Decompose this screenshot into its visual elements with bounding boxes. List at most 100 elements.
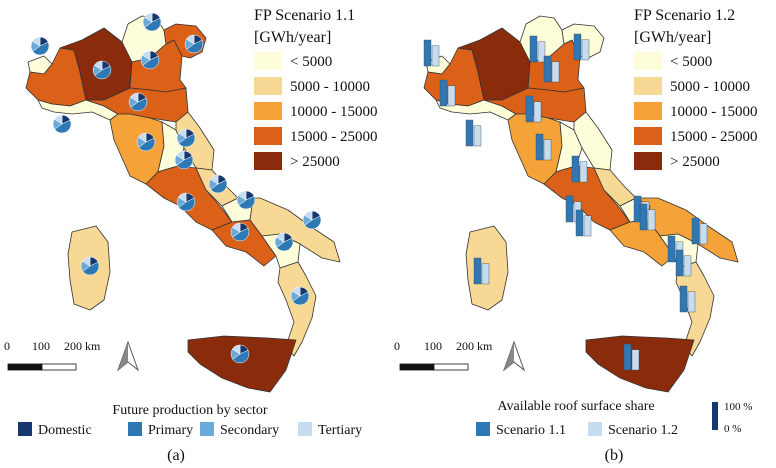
pie-slice <box>54 119 72 134</box>
sector-pie <box>176 128 196 148</box>
roof-share-bar <box>679 285 688 313</box>
roof-share-bar <box>431 45 440 67</box>
pie-slice <box>178 133 196 148</box>
roof-share-bar <box>537 41 546 63</box>
panel-a-scale-bar: 0 100 200 km <box>4 339 101 371</box>
panel-a-class-swatch <box>254 77 282 95</box>
pie-slice <box>304 215 322 230</box>
panel-a-class-label: 15000 - 25000 <box>290 129 378 145</box>
roof-share-bar <box>573 33 582 61</box>
panel-a-legend-unit: [GWh/year] <box>254 29 331 46</box>
roof-share-bar <box>551 61 560 83</box>
sector-pie <box>142 12 162 32</box>
sector-legend-title: Future production by sector <box>112 403 267 418</box>
pie-slice <box>142 50 151 61</box>
sector-pie <box>274 232 294 252</box>
panel-a-legend-title: FP Scenario 1.1 <box>254 7 355 24</box>
panel-b-north-arrow <box>502 340 526 372</box>
primary-swatch <box>128 422 142 436</box>
panel-a-class-label: < 5000 <box>290 54 332 70</box>
panel-a-north-arrow <box>116 340 140 372</box>
sector-pie <box>92 60 112 80</box>
panel-a-sector-pies <box>30 12 322 364</box>
region-tuscany <box>109 113 165 185</box>
secondary-swatch <box>200 422 214 436</box>
sector-pie <box>290 286 310 306</box>
pie-slice <box>54 114 63 125</box>
roof-share-bar <box>623 343 632 371</box>
legend-domestic: Domestic <box>38 423 92 438</box>
sector-pie <box>52 114 72 134</box>
pie-slice <box>238 190 247 201</box>
share-min-label: 0 % <box>724 423 741 435</box>
roof-share-bar <box>647 209 656 231</box>
pie-slice <box>186 39 204 54</box>
pie-slice <box>178 128 187 139</box>
roof-share-bar-pair <box>543 55 560 83</box>
share-legend-title: Available roof surface share <box>497 399 654 414</box>
pie-slice <box>176 150 185 161</box>
scenario-11-swatch <box>476 422 490 436</box>
sector-pie <box>80 256 100 276</box>
roof-share-bar-pair <box>423 39 440 67</box>
panel-b-roof-share-bars <box>423 33 708 371</box>
sector-pie <box>184 34 204 54</box>
caption-b: (b) <box>605 447 624 464</box>
panel-a-class-swatch <box>254 52 282 70</box>
roof-share-bar <box>543 139 552 161</box>
roof-share-bar <box>699 223 708 245</box>
panel-b-class-label: > 25000 <box>670 154 720 170</box>
roof-share-bar <box>565 195 574 223</box>
roof-share-bar <box>533 101 542 123</box>
pie-slice <box>292 286 301 297</box>
panel-a-class-label: > 25000 <box>290 154 340 170</box>
panel-a-class-swatch <box>254 102 282 120</box>
roof-share-bar <box>579 161 588 183</box>
panel-b-class-swatch <box>634 127 662 145</box>
roof-share-bar <box>423 39 432 67</box>
pie-slice <box>238 195 256 210</box>
pie-slice <box>94 60 103 71</box>
pie-slice <box>178 197 196 212</box>
roof-share-bar <box>525 95 534 123</box>
roof-share-bar-pair <box>529 35 546 63</box>
sector-pie <box>30 36 50 56</box>
roof-share-bar-pair <box>679 285 696 313</box>
pie-slice <box>232 344 241 355</box>
region-sicily <box>187 335 297 393</box>
roof-share-bar <box>583 215 592 237</box>
sector-pie <box>236 190 256 210</box>
scenario-12-swatch <box>588 422 602 436</box>
panel-b-class-legend: < 5000 5000 - 10000 10000 - 15000 15000 - 2… <box>634 52 758 170</box>
pie-slice <box>138 137 156 152</box>
roof-share-bar <box>581 39 590 61</box>
pie-slice <box>130 97 148 112</box>
pie-slice <box>82 256 91 267</box>
roof-share-bar-pair <box>473 257 490 285</box>
caption-a: (a) <box>167 447 185 464</box>
roof-share-bar-pair <box>525 95 542 123</box>
pie-slice <box>82 261 100 276</box>
roof-share-bar-pair <box>691 217 708 245</box>
region-tuscany <box>507 113 563 185</box>
sector-pie <box>208 174 228 194</box>
sector-pie <box>302 210 322 230</box>
roof-share-bar <box>639 203 648 231</box>
scale-label-0: 0 <box>4 339 10 353</box>
sector-pie <box>128 92 148 112</box>
panel-b-class-label: 15000 - 25000 <box>670 129 758 145</box>
roof-share-bar <box>667 235 676 263</box>
roof-share-bar <box>687 291 696 313</box>
pie-slice <box>144 12 153 23</box>
pie-slice <box>186 34 195 45</box>
scale-label-0: 0 <box>394 339 400 353</box>
roof-share-bar <box>535 133 544 161</box>
region-marche <box>573 111 613 171</box>
roof-share-bar <box>543 55 552 83</box>
share-max-label: 100 % <box>724 401 752 413</box>
roof-share-bar <box>575 209 584 237</box>
panel-b-map: FP Scenario 1.2 [GWh/year] < 5000 5000 - … <box>394 7 758 464</box>
pie-slice <box>138 132 147 143</box>
panel-b-legend-unit: [GWh/year] <box>634 29 711 46</box>
panel-b-legend-title: FP Scenario 1.2 <box>634 7 735 24</box>
